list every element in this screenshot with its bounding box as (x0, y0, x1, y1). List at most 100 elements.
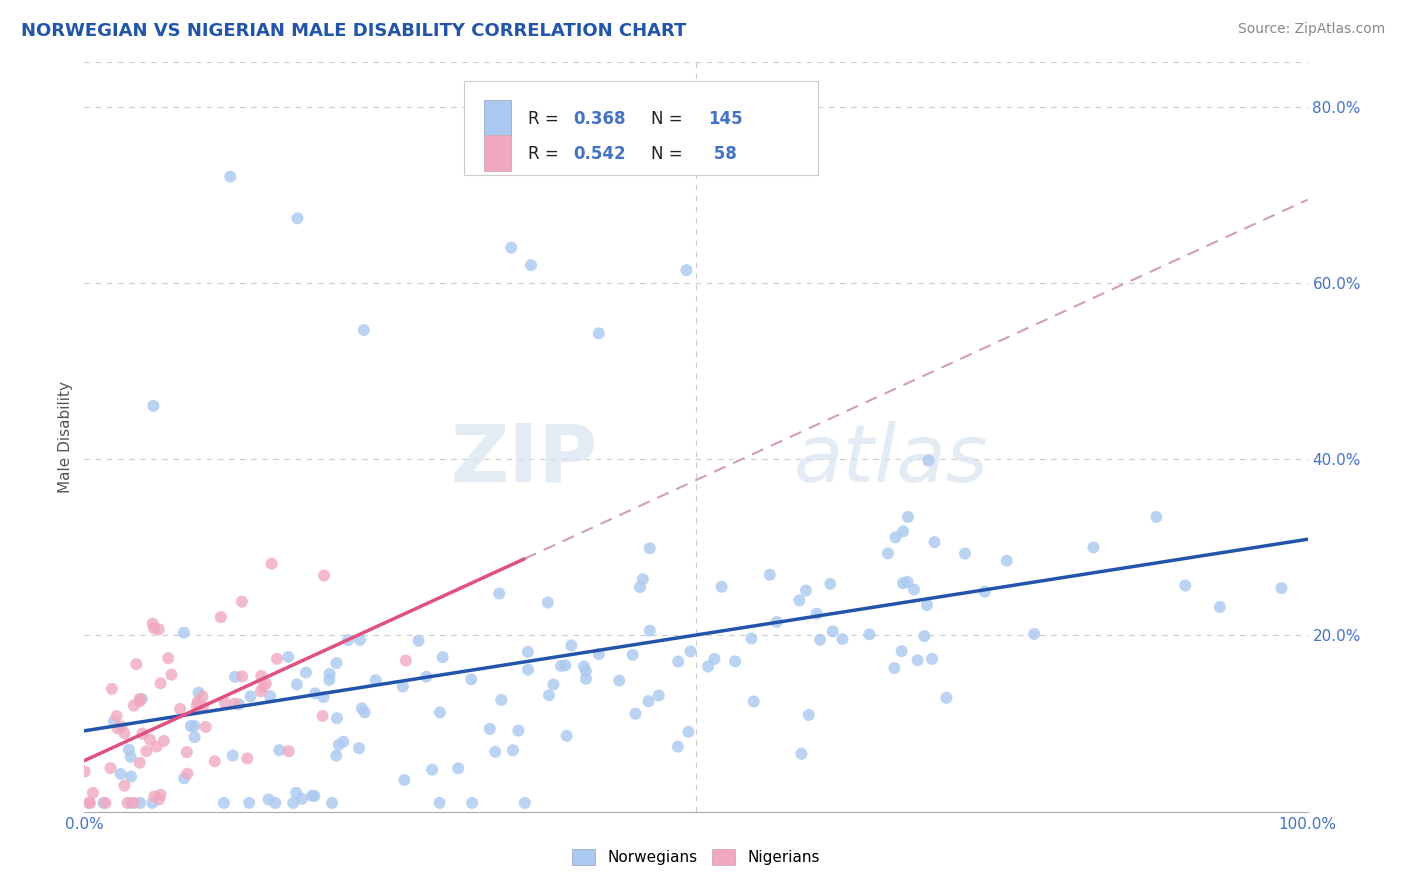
Point (318, 666, 340, 681)
Point (304, 789, 326, 803)
Point (420, 763, 443, 777)
Point (236, 751, 259, 765)
Point (153, 734, 176, 748)
Point (187, 694, 209, 708)
Point (173, 772, 195, 786)
Point (131, 726, 153, 740)
Point (575, 672, 598, 686)
Point (250, 684, 273, 698)
Point (183, 730, 205, 744)
Point (502, 743, 524, 757)
FancyBboxPatch shape (484, 135, 512, 171)
Point (173, 625, 195, 640)
Point (806, 607, 828, 621)
Point (858, 627, 880, 641)
Point (325, 656, 347, 670)
Point (318, 673, 340, 687)
Point (350, 701, 373, 715)
Point (624, 706, 647, 721)
Point (349, 632, 371, 647)
Point (269, 743, 291, 757)
Point (239, 690, 262, 704)
Point (149, 788, 172, 802)
Point (890, 644, 912, 658)
Point (93, 796, 115, 810)
Point (142, 399, 165, 413)
Point (186, 698, 208, 713)
Point (394, 772, 416, 787)
Point (408, 633, 430, 648)
Point (112, 779, 135, 793)
Point (820, 577, 842, 591)
Point (287, 211, 309, 226)
Point (537, 688, 560, 702)
Point (125, 657, 148, 672)
Point (607, 673, 630, 688)
Point (122, 796, 145, 810)
Point (252, 680, 274, 694)
Point (277, 650, 299, 665)
Point (110, 767, 132, 781)
Point (135, 744, 157, 758)
Point (415, 670, 437, 684)
Point (588, 326, 610, 341)
Point (114, 726, 136, 740)
Point (326, 711, 349, 725)
Point (259, 689, 281, 703)
Point (903, 582, 925, 597)
Point (447, 761, 470, 775)
Point (794, 583, 817, 598)
Point (429, 796, 451, 810)
Point (883, 661, 905, 675)
Point (631, 572, 654, 586)
Point (257, 792, 280, 806)
Point (765, 615, 787, 629)
Point (283, 796, 305, 810)
Point (921, 652, 943, 666)
Point (347, 741, 370, 756)
Point (491, 693, 513, 707)
Point (789, 593, 811, 607)
Point (191, 690, 214, 704)
Point (295, 665, 318, 680)
Point (488, 586, 510, 600)
Point (209, 610, 232, 624)
Point (231, 669, 253, 683)
Point (543, 677, 565, 691)
Point (1270, 581, 1292, 595)
Point (103, 714, 125, 729)
Point (187, 685, 209, 699)
Point (301, 789, 323, 803)
Point (224, 697, 246, 711)
Point (790, 747, 813, 761)
Text: 0.542: 0.542 (574, 145, 626, 163)
Point (122, 698, 145, 713)
Point (697, 659, 720, 673)
Point (1083, 541, 1105, 555)
FancyBboxPatch shape (464, 81, 818, 175)
Point (638, 624, 661, 638)
Point (478, 722, 501, 736)
Point (758, 567, 780, 582)
Point (291, 792, 314, 806)
Point (537, 595, 560, 609)
Point (973, 584, 995, 599)
Point (194, 720, 217, 734)
Point (679, 644, 702, 658)
Text: N =: N = (651, 145, 688, 163)
Point (550, 659, 572, 673)
Point (191, 699, 214, 714)
Point (260, 557, 283, 571)
Text: atlas: atlas (794, 420, 988, 499)
Point (703, 652, 725, 666)
Point (513, 796, 536, 810)
Point (588, 647, 610, 661)
Point (304, 686, 326, 700)
Point (621, 648, 644, 662)
Point (460, 673, 482, 687)
Point (353, 705, 375, 719)
Point (637, 694, 659, 708)
Point (935, 690, 957, 705)
Point (461, 796, 484, 810)
Point (395, 654, 418, 668)
